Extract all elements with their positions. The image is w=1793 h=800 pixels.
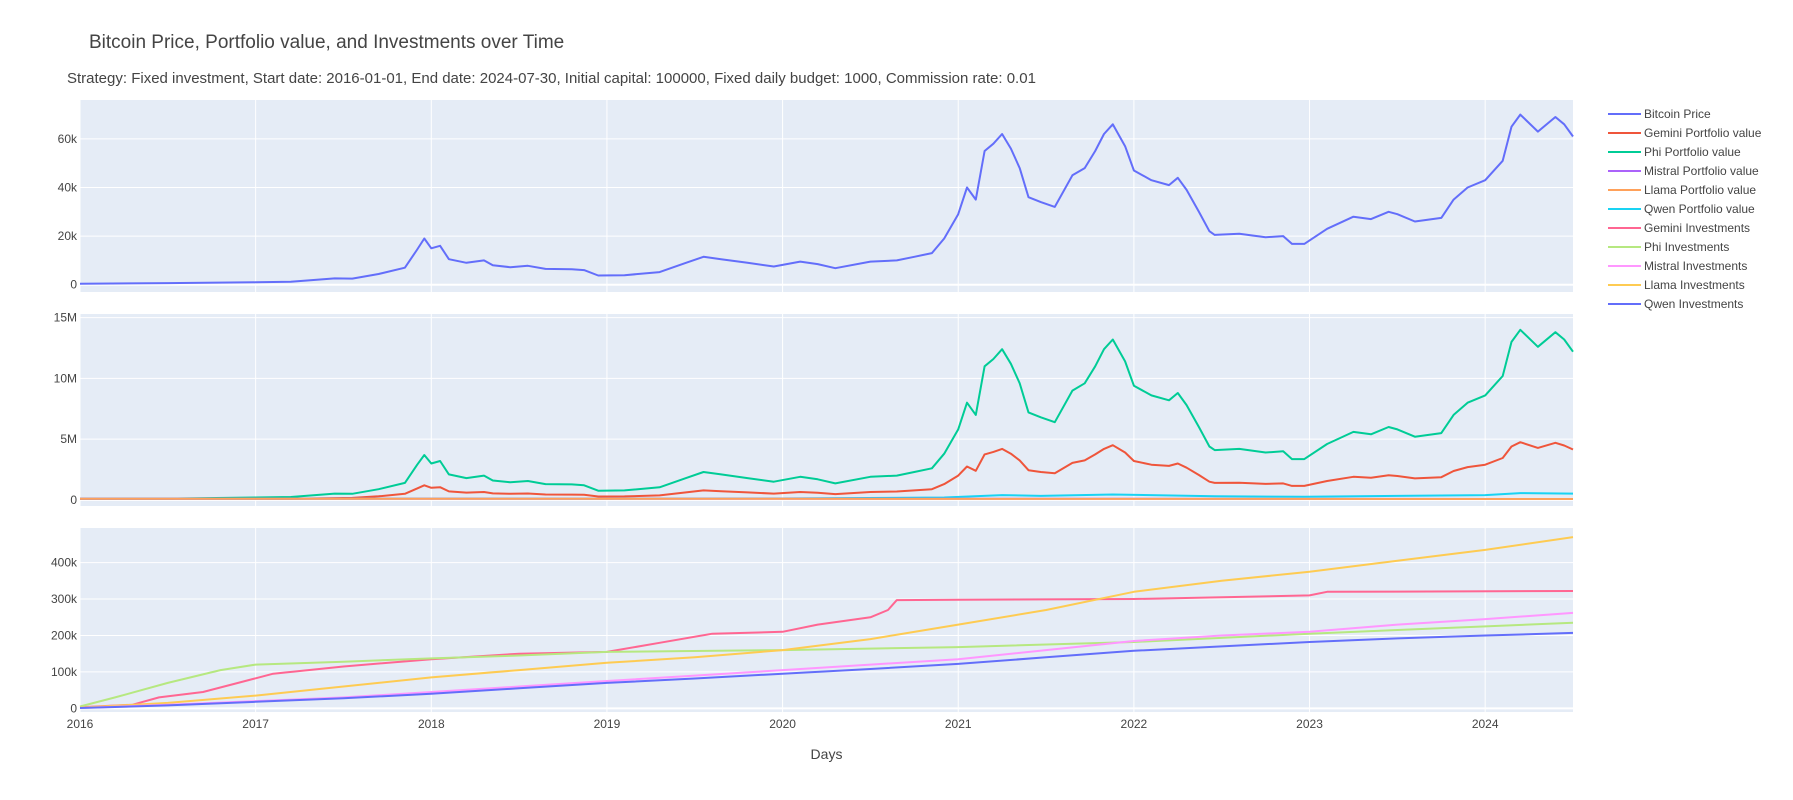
x-tick-label: 2023 <box>1296 717 1323 731</box>
y-tick-label: 400k <box>51 556 78 570</box>
legend-item-label: Bitcoin Price <box>1644 107 1711 121</box>
series-line-phi-investments <box>79 621 1574 708</box>
series-line-gemini-portfolio-value <box>80 441 1574 500</box>
chart-title: Bitcoin Price, Portfolio value, and Inve… <box>89 32 565 53</box>
series-line-gemini-investments <box>79 590 1574 709</box>
legend-item-label: Llama Investments <box>1644 278 1745 292</box>
y-tick-label: 200k <box>51 628 78 642</box>
y-tick-label: 0 <box>70 493 77 507</box>
legend-item-label: Phi Portfolio value <box>1644 145 1741 159</box>
plot-area-bottom <box>80 528 1573 712</box>
x-axis-label: Days <box>811 746 843 762</box>
legend-item-label: Mistral Investments <box>1644 259 1747 273</box>
x-tick-label: 2024 <box>1472 717 1499 731</box>
y-tick-label: 15M <box>54 311 77 325</box>
y-tick-label: 0 <box>70 278 77 292</box>
chart-subtitle: Strategy: Fixed investment, Start date: … <box>67 70 1036 87</box>
y-tick-label: 300k <box>51 592 78 606</box>
x-tick-label: 2018 <box>418 717 445 731</box>
y-tick-label: 100k <box>51 665 78 679</box>
legend-item-label: Mistral Portfolio value <box>1644 164 1759 178</box>
x-tick-label: 2016 <box>67 717 94 731</box>
plot-area-top <box>80 100 1573 292</box>
series-line-bitcoin-price <box>79 113 1574 285</box>
series-line-llama-investments <box>79 536 1574 709</box>
legend-item-label: Llama Portfolio value <box>1644 183 1756 197</box>
x-tick-label: 2020 <box>769 717 796 731</box>
legend-item-label: Gemini Investments <box>1644 221 1750 235</box>
legend-item-label: Qwen Investments <box>1644 297 1743 311</box>
y-tick-label: 5M <box>60 432 77 446</box>
y-tick-label: 60k <box>58 132 78 146</box>
legend-item-label: Phi Investments <box>1644 240 1729 254</box>
series-line-qwen-investments <box>79 631 1574 709</box>
series-line-phi-portfolio-value <box>79 328 1574 500</box>
plot-area-middle <box>80 314 1573 506</box>
x-tick-label: 2017 <box>242 717 269 731</box>
y-tick-label: 0 <box>70 701 77 715</box>
y-tick-label: 20k <box>58 229 78 243</box>
x-tick-label: 2021 <box>945 717 972 731</box>
legend-item-label: Qwen Portfolio value <box>1644 202 1755 216</box>
legend-item-label: Gemini Portfolio value <box>1644 126 1762 140</box>
x-tick-label: 2019 <box>594 717 621 731</box>
y-tick-label: 40k <box>58 180 78 194</box>
y-tick-label: 10M <box>54 371 77 385</box>
x-tick-label: 2022 <box>1121 717 1148 731</box>
